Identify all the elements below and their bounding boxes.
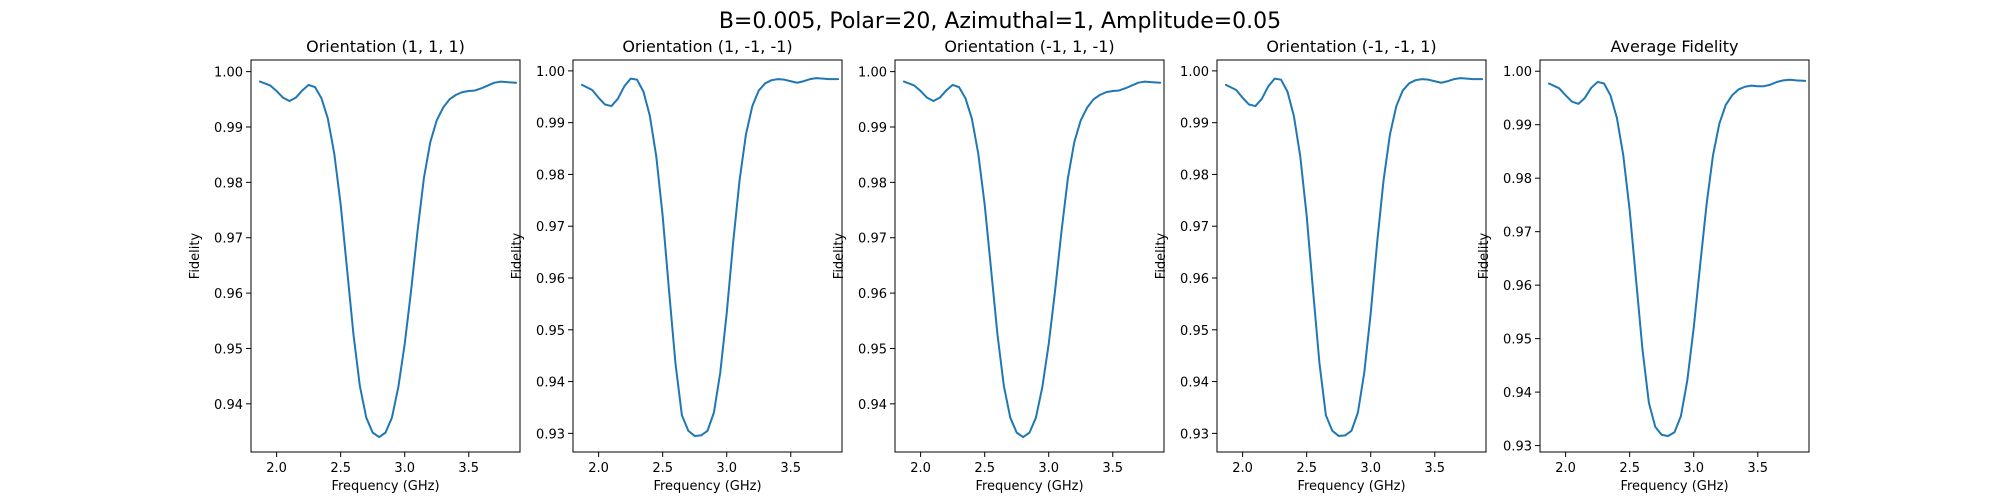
y-tick-label: 0.97 (1180, 220, 1209, 235)
series-line (1224, 77, 1484, 437)
x-tick-label: 3.5 (1747, 461, 1768, 476)
y-tick-label: 0.95 (536, 324, 565, 339)
y-tick-label: 0.99 (858, 121, 887, 136)
x-axis-label: Frequency (GHz) (331, 479, 439, 494)
y-tick-label: 0.96 (536, 272, 565, 287)
y-tick-label: 0.93 (536, 427, 565, 442)
x-tick-label: 3.0 (1038, 461, 1059, 476)
y-tick-label: 1.00 (1180, 65, 1209, 80)
y-tick-label: 0.94 (1180, 376, 1209, 391)
x-tick-label: 3.0 (394, 461, 415, 476)
y-axis-label: Fidelity (1477, 232, 1492, 279)
y-tick-label: 0.97 (214, 232, 243, 247)
axes-frame (894, 59, 1165, 453)
axes-title: Average Fidelity (1611, 37, 1739, 56)
subplot-5: Average Fidelity 2.0 2.5 3.0 3.5 0.93 0.94 0.95… (1477, 37, 1810, 494)
y-axis-label: Fidelity (188, 232, 203, 279)
x-tick-label: 3.5 (1424, 461, 1445, 476)
y-tick-label: 0.99 (1503, 119, 1532, 134)
y-tick-label: 1.00 (214, 66, 243, 81)
subplots: Orientation (1, 1, 1) 2.0 2.5 3.0 3.5 0.94 0.9… (188, 37, 1810, 494)
subplot-4: Orientation (-1, -1, 1) 2.0 2.5 3.0 3.5 0.93 0… (1154, 37, 1487, 494)
x-tick-label: 2.5 (1296, 461, 1317, 476)
y-tick-label: 0.95 (1180, 324, 1209, 339)
series-line (258, 80, 518, 439)
x-tick-label: 3.0 (1360, 461, 1381, 476)
y-tick-label: 0.99 (1180, 117, 1209, 132)
x-tick-label: 2.5 (1619, 461, 1640, 476)
y-tick-label: 0.95 (858, 342, 887, 357)
y-axis-label: Fidelity (1154, 232, 1169, 279)
axes-frame (1216, 59, 1487, 453)
y-tick-label: 0.93 (1503, 440, 1532, 455)
x-tick-label: 3.5 (780, 461, 801, 476)
axes-title: Orientation (1, -1, -1) (622, 37, 792, 56)
axes-frame (572, 59, 843, 453)
y-tick-label: 0.96 (858, 287, 887, 302)
x-tick-label: 3.0 (716, 461, 737, 476)
x-tick-label: 2.0 (588, 461, 609, 476)
y-tick-label: 0.99 (536, 117, 565, 132)
x-tick-label: 2.5 (330, 461, 351, 476)
y-tick-label: 1.00 (1503, 65, 1532, 80)
y-tick-label: 0.94 (536, 376, 565, 391)
x-tick-label: 2.5 (652, 461, 673, 476)
x-axis-label: Frequency (GHz) (1297, 479, 1405, 494)
x-tick-label: 2.0 (1555, 461, 1576, 476)
y-tick-label: 0.97 (1503, 226, 1532, 241)
subplot-2: Orientation (1, -1, -1) 2.0 2.5 3.0 3.5 0.93 0… (510, 37, 843, 494)
y-tick-label: 0.95 (1503, 333, 1532, 348)
y-tick-label: 0.93 (1180, 427, 1209, 442)
y-tick-label: 0.99 (214, 121, 243, 136)
x-tick-label: 2.5 (974, 461, 995, 476)
axes-title: Orientation (-1, 1, -1) (944, 37, 1114, 56)
y-tick-label: 0.96 (214, 287, 243, 302)
y-tick-label: 0.98 (858, 176, 887, 191)
series-line (580, 77, 840, 437)
y-tick-label: 0.94 (1503, 386, 1532, 401)
x-axis-label: Frequency (GHz) (975, 479, 1083, 494)
y-axis-label: Fidelity (510, 232, 525, 279)
x-tick-label: 2.0 (1232, 461, 1253, 476)
y-tick-label: 0.98 (1503, 172, 1532, 187)
axes-frame (1539, 59, 1810, 453)
y-tick-label: 1.00 (536, 65, 565, 80)
x-tick-label: 3.5 (458, 461, 479, 476)
subplot-1: Orientation (1, 1, 1) 2.0 2.5 3.0 3.5 0.94 0.9… (188, 37, 521, 494)
y-tick-label: 0.94 (858, 398, 887, 413)
y-tick-label: 1.00 (858, 66, 887, 81)
y-tick-label: 0.98 (214, 176, 243, 191)
x-axis-label: Frequency (GHz) (653, 479, 761, 494)
y-tick-label: 0.97 (858, 232, 887, 247)
axes-title: Orientation (1, 1, 1) (306, 37, 465, 56)
series-line (902, 80, 1162, 439)
x-tick-label: 3.0 (1683, 461, 1704, 476)
x-axis-label: Frequency (GHz) (1620, 479, 1728, 494)
y-tick-label: 0.98 (1180, 168, 1209, 183)
axes-frame (250, 59, 521, 453)
y-tick-label: 0.96 (1503, 279, 1532, 294)
axes-title: Orientation (-1, -1, 1) (1266, 37, 1436, 56)
series-line (1547, 78, 1807, 437)
y-tick-label: 0.97 (536, 220, 565, 235)
y-axis-label: Fidelity (832, 232, 847, 279)
x-tick-label: 2.0 (910, 461, 931, 476)
y-tick-label: 0.95 (214, 342, 243, 357)
figure-suptitle: B=0.005, Polar=20, Azimuthal=1, Amplitud… (719, 9, 1281, 34)
y-tick-label: 0.94 (214, 398, 243, 413)
x-tick-label: 2.0 (266, 461, 287, 476)
subplot-3: Orientation (-1, 1, -1) 2.0 2.5 3.0 3.5 0.94 0… (832, 37, 1165, 494)
x-tick-label: 3.5 (1102, 461, 1123, 476)
y-tick-label: 0.98 (536, 168, 565, 183)
y-tick-label: 0.96 (1180, 272, 1209, 287)
